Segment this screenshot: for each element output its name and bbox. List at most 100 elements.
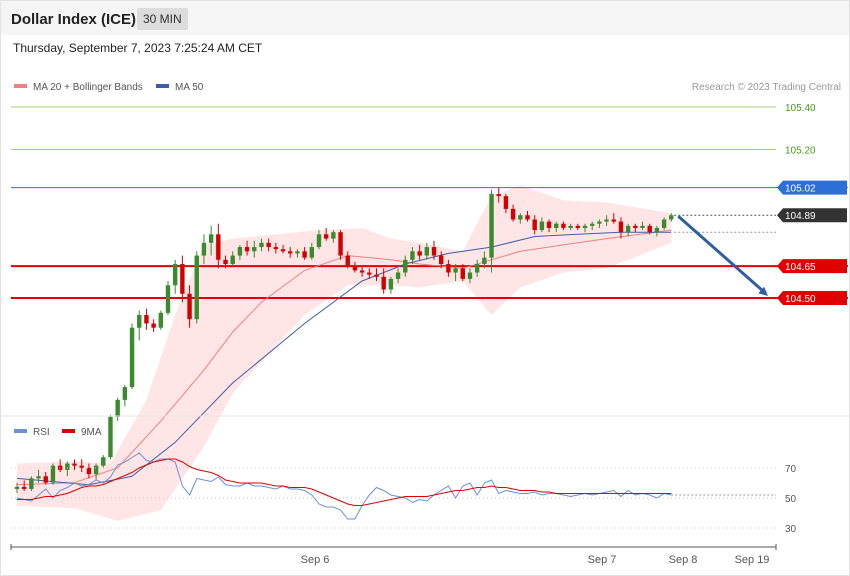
- candle-body: [93, 465, 99, 475]
- candle-body: [151, 323, 156, 328]
- candle-body: [395, 272, 401, 279]
- candle-body: [43, 476, 48, 483]
- time-tick-label: Sep 7: [588, 554, 617, 566]
- candle-body: [273, 247, 279, 250]
- timestamp: Thursday, September 7, 2023 7:25:24 AM C…: [13, 41, 263, 55]
- candle-body: [546, 221, 552, 228]
- candle-body: [345, 255, 350, 267]
- ma20-legend-swatch: [14, 84, 27, 88]
- candle-body: [129, 327, 135, 388]
- candle-body: [539, 221, 545, 231]
- candle-body: [633, 225, 638, 228]
- candle-body: [496, 194, 501, 197]
- rsi-ma9-line: [17, 458, 672, 506]
- candle-body: [381, 276, 386, 290]
- candle-body: [288, 251, 293, 254]
- candle-body: [122, 387, 128, 400]
- time-tick-label: Sep 8: [669, 554, 698, 566]
- candle-body: [532, 219, 537, 231]
- ma50-legend-swatch: [156, 84, 169, 88]
- candle-body: [79, 465, 84, 468]
- level-label-104.65: 104.65: [785, 262, 816, 273]
- candle-body: [510, 208, 516, 220]
- candle-body: [50, 465, 56, 483]
- ma50-legend-label: MA 50: [175, 82, 204, 93]
- forecast-arrow: [677, 215, 768, 296]
- rsi-tick-50: 50: [785, 494, 797, 505]
- level-tag-104.65: [777, 259, 847, 274]
- candle-body: [244, 247, 250, 252]
- ma9-legend-swatch: [62, 429, 75, 433]
- ma20-legend-label: MA 20 + Bollinger Bands: [33, 82, 143, 93]
- candle-body: [568, 225, 573, 228]
- candle-body: [403, 259, 408, 273]
- candle-body: [172, 264, 178, 286]
- candle-body: [661, 219, 667, 228]
- candle-body: [14, 486, 20, 489]
- candle-body: [338, 232, 343, 256]
- candle-body: [230, 255, 235, 265]
- time-axis: Sep 6 Sep 7 Sep 8 Sep 19: [10, 544, 777, 566]
- candle-body: [331, 232, 336, 239]
- candle-body: [575, 225, 581, 228]
- candle-body: [647, 225, 652, 233]
- candle-body: [194, 255, 199, 320]
- time-tick-label: Sep 6: [301, 554, 330, 566]
- candle-body: [503, 196, 509, 209]
- candle-body: [474, 264, 480, 273]
- candle-body: [611, 219, 616, 222]
- candle-body: [467, 272, 473, 279]
- candle-body: [144, 314, 149, 324]
- last-price-label: 104.89: [785, 211, 816, 222]
- candle-body: [525, 215, 530, 220]
- candle-body: [367, 272, 372, 275]
- candle-body: [482, 257, 487, 265]
- candle-body: [489, 194, 494, 258]
- candle-body: [431, 247, 437, 256]
- candle-body: [302, 251, 307, 258]
- candle-body: [424, 247, 430, 256]
- candle-body: [460, 268, 465, 279]
- price-axis-labels: 105.40 105.20 105.02 104.65 104.50 104.89: [777, 103, 847, 305]
- level-label-105.40: 105.40: [785, 103, 816, 114]
- candle-body: [669, 215, 674, 220]
- candle-body: [590, 223, 595, 226]
- level-tag-105.02: [777, 180, 847, 195]
- candle-body: [180, 264, 185, 294]
- level-label-105.20: 105.20: [785, 145, 816, 156]
- candle-body: [295, 251, 300, 254]
- rsi-legend-swatch: [14, 429, 27, 433]
- candle-body: [208, 234, 214, 243]
- candle-body: [316, 234, 322, 248]
- candle-body: [158, 312, 163, 328]
- bollinger-bands: [17, 185, 672, 521]
- candle-body: [187, 293, 192, 320]
- candle-body: [597, 221, 602, 224]
- candle-body: [618, 221, 624, 233]
- chart-header: Dollar Index (ICE) 30 MIN: [1, 1, 849, 35]
- candle-body: [280, 249, 286, 252]
- bollinger-band-area: [17, 185, 672, 521]
- level-label-105.02: 105.02: [785, 184, 816, 195]
- time-tick-label: Sep 19: [735, 554, 770, 566]
- candle-body: [57, 465, 63, 470]
- forecast-arrow-shaft: [677, 215, 764, 293]
- candle-body: [554, 223, 559, 228]
- candle-body: [72, 463, 77, 466]
- candle-body: [36, 476, 41, 479]
- candle-body: [453, 268, 458, 273]
- candle-body: [654, 227, 660, 233]
- candle-body: [115, 399, 120, 417]
- credit-text: Research © 2023 Trading Central: [692, 82, 841, 93]
- candle-body: [446, 264, 451, 273]
- candle-body: [374, 274, 379, 277]
- instrument-title: Dollar Index (ICE): [11, 11, 137, 28]
- candle-body: [237, 247, 243, 256]
- candle-body: [137, 314, 142, 328]
- candle-body: [65, 463, 70, 470]
- candle-body: [216, 234, 221, 260]
- candle-body: [388, 278, 394, 290]
- interval-badge[interactable]: 30 MIN: [137, 8, 188, 30]
- candle-body: [625, 225, 631, 233]
